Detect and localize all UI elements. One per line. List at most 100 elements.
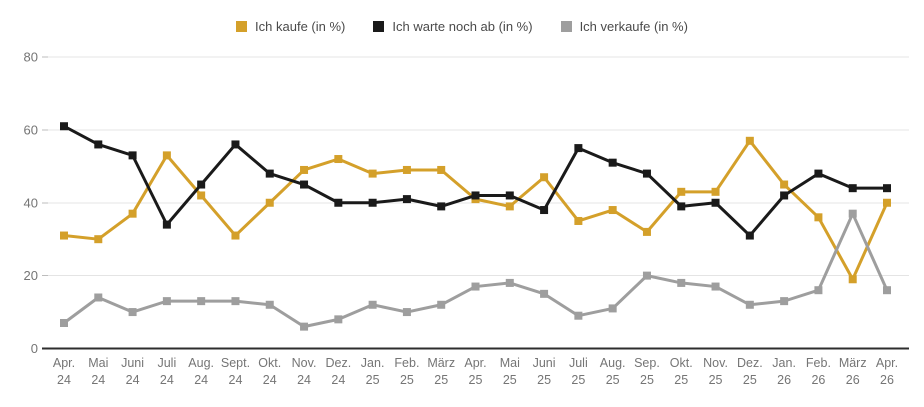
data-point[interactable] bbox=[848, 275, 857, 284]
data-point[interactable] bbox=[437, 165, 446, 174]
data-point[interactable] bbox=[128, 209, 137, 218]
data-point[interactable] bbox=[334, 155, 343, 164]
data-point[interactable] bbox=[162, 220, 171, 229]
data-point[interactable] bbox=[471, 282, 480, 291]
data-point[interactable] bbox=[711, 187, 720, 196]
x-tick-label-year: 25 bbox=[537, 373, 551, 387]
data-point[interactable] bbox=[711, 198, 720, 207]
data-point[interactable] bbox=[540, 206, 549, 215]
data-point[interactable] bbox=[334, 198, 343, 207]
data-point[interactable] bbox=[94, 140, 103, 149]
x-tick-label-month: Juni bbox=[121, 356, 144, 370]
data-point[interactable] bbox=[231, 140, 240, 149]
data-point[interactable] bbox=[883, 184, 891, 193]
data-point[interactable] bbox=[780, 191, 789, 200]
x-tick-label-year: 26 bbox=[846, 373, 860, 387]
x-tick-label-month: Apr. bbox=[876, 356, 898, 370]
data-point[interactable] bbox=[265, 300, 274, 309]
data-point[interactable] bbox=[265, 198, 274, 207]
data-point[interactable] bbox=[540, 289, 549, 298]
data-point[interactable] bbox=[505, 191, 514, 200]
data-point[interactable] bbox=[780, 180, 789, 189]
data-point[interactable] bbox=[574, 216, 583, 225]
data-point[interactable] bbox=[60, 122, 68, 131]
data-point[interactable] bbox=[814, 213, 823, 222]
data-point[interactable] bbox=[60, 318, 68, 327]
data-point[interactable] bbox=[574, 144, 583, 153]
x-tick-label-month: Sep. bbox=[634, 356, 660, 370]
data-point[interactable] bbox=[334, 315, 343, 324]
data-point[interactable] bbox=[368, 198, 377, 207]
x-tick-label-year: 24 bbox=[297, 373, 311, 387]
x-tick-label-month: Apr. bbox=[464, 356, 486, 370]
x-tick-label-year: 25 bbox=[571, 373, 585, 387]
legend-item-ich-warte[interactable]: Ich warte noch ab (in %) bbox=[373, 19, 533, 34]
x-tick-label-month: März bbox=[839, 356, 867, 370]
x-tick-label-year: 25 bbox=[674, 373, 688, 387]
series-2 bbox=[60, 122, 891, 240]
data-point[interactable] bbox=[402, 195, 411, 204]
data-point[interactable] bbox=[197, 297, 206, 306]
data-point[interactable] bbox=[642, 271, 651, 280]
x-tick-label-month: Nov. bbox=[703, 356, 728, 370]
data-point[interactable] bbox=[471, 191, 480, 200]
legend-item-ich-verkaufe[interactable]: Ich verkaufe (in %) bbox=[560, 19, 688, 34]
legend-item-ich-kaufe[interactable]: Ich kaufe (in %) bbox=[236, 19, 345, 34]
data-point[interactable] bbox=[848, 184, 857, 193]
data-point[interactable] bbox=[505, 278, 514, 287]
data-point[interactable] bbox=[402, 308, 411, 317]
data-point[interactable] bbox=[814, 169, 823, 178]
data-point[interactable] bbox=[368, 169, 377, 178]
data-point[interactable] bbox=[745, 231, 754, 240]
data-point[interactable] bbox=[711, 282, 720, 291]
data-point[interactable] bbox=[608, 304, 617, 313]
data-point[interactable] bbox=[677, 278, 686, 287]
data-point[interactable] bbox=[505, 202, 514, 211]
data-point[interactable] bbox=[197, 180, 206, 189]
data-point[interactable] bbox=[265, 169, 274, 178]
data-point[interactable] bbox=[300, 180, 309, 189]
data-point[interactable] bbox=[128, 151, 137, 160]
data-point[interactable] bbox=[60, 231, 68, 240]
legend-swatch-ich-kaufe-icon bbox=[236, 21, 248, 32]
data-point[interactable] bbox=[745, 136, 754, 145]
x-tick-label-year: 25 bbox=[640, 373, 654, 387]
legend-label-ich-warte: Ich warte noch ab (in %) bbox=[392, 19, 533, 34]
data-point[interactable] bbox=[677, 187, 686, 196]
x-tick-label-year: 24 bbox=[57, 373, 71, 387]
data-point[interactable] bbox=[745, 300, 754, 309]
x-tick-label-month: Feb. bbox=[806, 356, 831, 370]
data-point[interactable] bbox=[677, 202, 686, 211]
data-point[interactable] bbox=[231, 297, 240, 306]
data-point[interactable] bbox=[162, 297, 171, 306]
data-point[interactable] bbox=[608, 158, 617, 167]
y-tick-label: 80 bbox=[24, 50, 38, 65]
x-tick-label-year: 26 bbox=[777, 373, 791, 387]
data-point[interactable] bbox=[128, 308, 137, 317]
data-point[interactable] bbox=[608, 206, 617, 215]
x-tick-label-year: 24 bbox=[263, 373, 277, 387]
data-point[interactable] bbox=[574, 311, 583, 320]
data-point[interactable] bbox=[300, 165, 309, 174]
data-point[interactable] bbox=[300, 322, 309, 331]
data-point[interactable] bbox=[94, 293, 103, 302]
data-point[interactable] bbox=[94, 235, 103, 244]
y-tick-label: 60 bbox=[24, 122, 38, 137]
data-point[interactable] bbox=[231, 231, 240, 240]
data-point[interactable] bbox=[402, 165, 411, 174]
data-point[interactable] bbox=[848, 209, 857, 218]
data-point[interactable] bbox=[642, 227, 651, 236]
data-point[interactable] bbox=[883, 198, 891, 207]
x-tick-label-year: 25 bbox=[366, 373, 380, 387]
data-point[interactable] bbox=[642, 169, 651, 178]
legend-label-ich-kaufe: Ich kaufe (in %) bbox=[255, 19, 346, 34]
data-point[interactable] bbox=[197, 191, 206, 200]
data-point[interactable] bbox=[883, 286, 891, 295]
data-point[interactable] bbox=[540, 173, 549, 182]
data-point[interactable] bbox=[437, 202, 446, 211]
data-point[interactable] bbox=[368, 300, 377, 309]
data-point[interactable] bbox=[814, 286, 823, 295]
data-point[interactable] bbox=[437, 300, 446, 309]
data-point[interactable] bbox=[162, 151, 171, 160]
data-point[interactable] bbox=[780, 297, 789, 306]
